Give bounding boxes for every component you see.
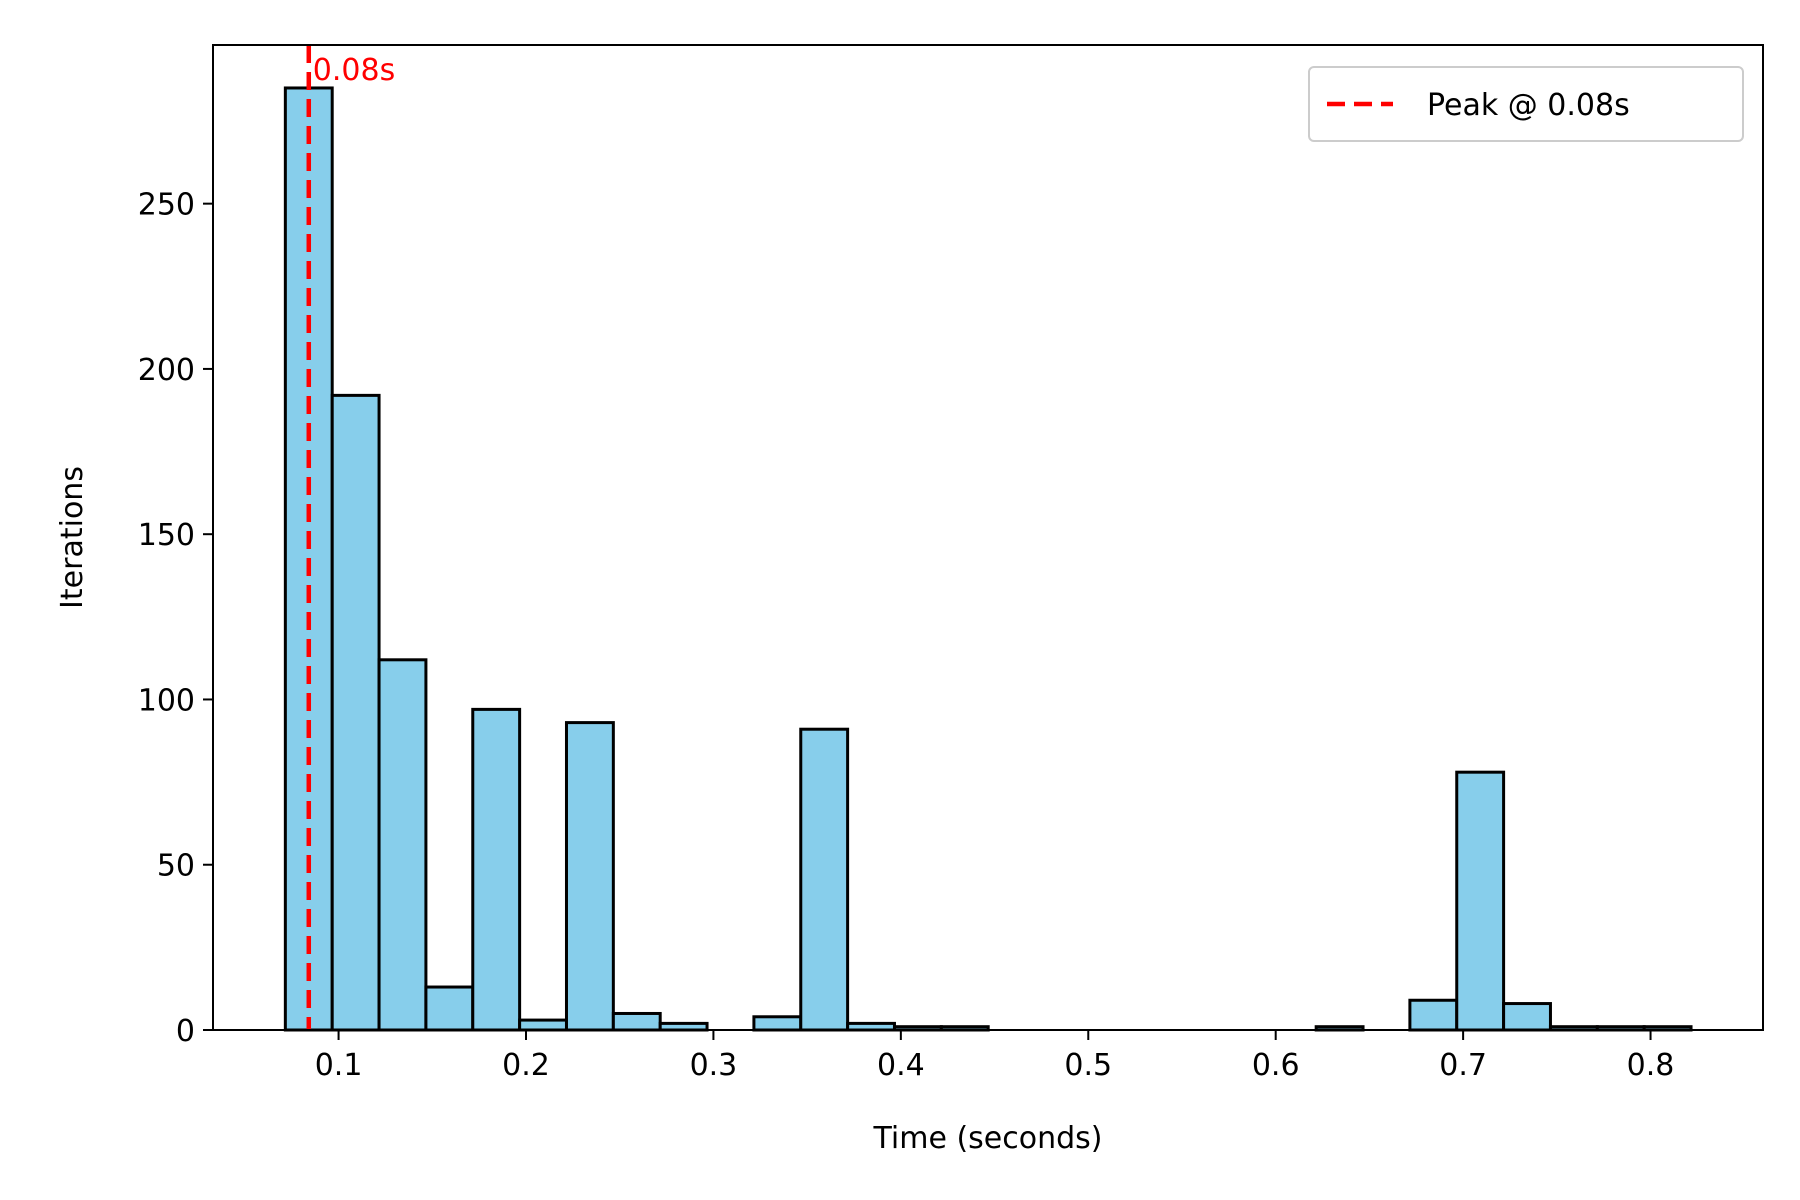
peak-annotation: 0.08s — [313, 53, 395, 88]
histogram-bar — [1502, 1002, 1552, 1032]
legend-label-peak: Peak @ 0.08s — [1427, 88, 1630, 123]
y-tick-label: 150 — [138, 518, 195, 553]
y-tick-label: 50 — [157, 849, 195, 884]
x-tick-label: 0.3 — [690, 1048, 738, 1083]
bars-group — [283, 86, 1693, 1032]
histogram-bar — [424, 985, 475, 1032]
histogram-bar — [799, 727, 850, 1032]
y-tick-label: 200 — [138, 353, 195, 388]
plot-frame — [212, 44, 1764, 1031]
histogram-bar — [377, 658, 428, 1032]
legend-box — [1308, 66, 1744, 142]
histogram-bar — [752, 1015, 803, 1032]
y-tick-label: 0 — [176, 1014, 195, 1049]
histogram-bar — [330, 393, 381, 1032]
y-tick-label: 100 — [138, 683, 195, 718]
histogram-bar — [1455, 770, 1506, 1032]
x-tick-label: 0.2 — [502, 1048, 550, 1083]
x-axis-label: Time (seconds) — [873, 1121, 1103, 1156]
x-tick-label: 0.1 — [315, 1048, 363, 1083]
x-tick-label: 0.6 — [1252, 1048, 1300, 1083]
x-tick-label: 0.4 — [877, 1048, 925, 1083]
histogram-bar — [1408, 998, 1459, 1032]
x-tick-label: 0.5 — [1064, 1048, 1112, 1083]
histogram-bar — [471, 707, 522, 1032]
ticks-group: 0.1 0.2 0.3 0.4 0.5 0.6 0.7 0.8 0 50 100 150 200 250 — [138, 188, 1675, 1083]
histogram-bar — [518, 1018, 568, 1032]
legend: Peak @ 0.08s — [1308, 66, 1744, 142]
histogram-bar — [611, 1011, 662, 1032]
x-tick-label: 0.8 — [1627, 1048, 1675, 1083]
x-tick-label: 0.7 — [1439, 1048, 1487, 1083]
y-axis-label: Iterations — [55, 466, 90, 609]
histogram-bar — [564, 721, 615, 1032]
y-tick-label: 250 — [138, 188, 195, 223]
